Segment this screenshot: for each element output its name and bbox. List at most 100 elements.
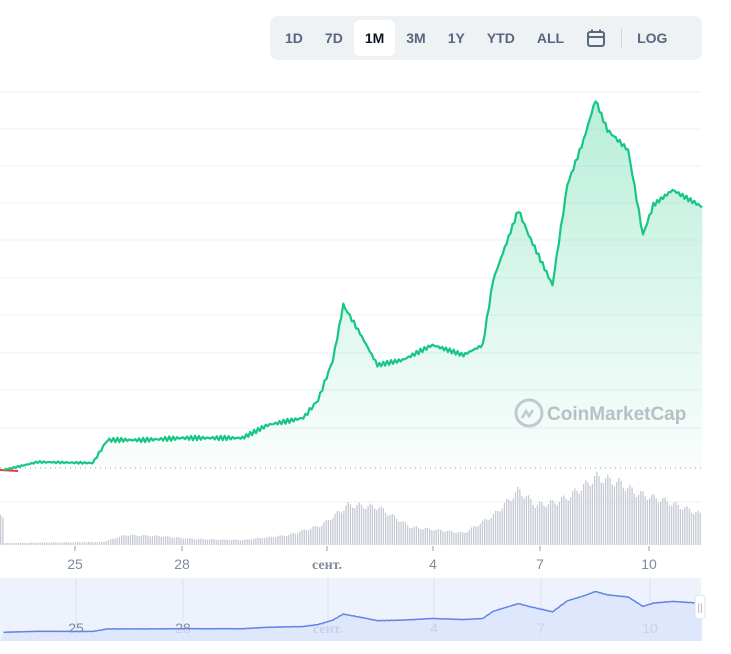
range-button-1d[interactable]: 1D [285, 30, 303, 46]
volume-bar [488, 519, 490, 545]
volume-bar [123, 535, 125, 545]
volume-bar [371, 504, 374, 545]
volume-bar [68, 542, 70, 545]
volume-bar [72, 542, 74, 545]
volume-bar [242, 540, 244, 545]
volume-bar [55, 542, 57, 545]
volume-bar [675, 501, 677, 545]
volume-bar [140, 535, 143, 545]
volume-bar [550, 500, 552, 545]
volume-bar [332, 518, 334, 545]
volume-bar [512, 498, 514, 545]
navigator-handle[interactable] [694, 594, 706, 620]
volume-bar [233, 539, 235, 545]
volume-bar [389, 514, 391, 545]
volume-bar [367, 506, 369, 545]
volume-bar [407, 525, 409, 545]
range-button-all[interactable]: ALL [536, 30, 565, 46]
volume-bar [475, 526, 477, 545]
volume-bar [325, 519, 327, 545]
volume-bar [28, 542, 30, 545]
volume-bar [37, 542, 39, 545]
range-button-ytd[interactable]: YTD [486, 30, 515, 46]
volume-bar [259, 538, 261, 545]
volume-bar [110, 539, 112, 545]
volume-bar [442, 531, 444, 545]
volume-bar [429, 528, 431, 545]
volume-bar [154, 535, 156, 545]
volume-bar [345, 505, 347, 545]
volume-bar [253, 539, 255, 545]
volume-bar [649, 498, 651, 545]
volume-bar [391, 513, 393, 545]
volume-bar [134, 534, 136, 545]
navigator-line [3, 590, 703, 633]
volume-bar [136, 535, 138, 545]
volume-bar [618, 477, 620, 545]
volume-bar [250, 539, 253, 545]
volume-bar [393, 515, 396, 545]
range-button-1m[interactable]: 1M [353, 20, 396, 56]
volume-bar [426, 527, 429, 545]
volume-bar [176, 537, 178, 545]
volume-bar [165, 536, 167, 545]
volume-bar [574, 488, 576, 545]
volume-bar [470, 527, 473, 545]
volume-bar [422, 529, 424, 545]
volume-bar [638, 494, 640, 545]
volume-bar [695, 512, 697, 545]
volume-bar [554, 503, 556, 545]
log-scale-button[interactable]: LOG [637, 30, 668, 46]
volume-bar [605, 478, 607, 545]
range-button-7d[interactable]: 7D [324, 30, 343, 46]
volume-bar [543, 505, 545, 545]
volume-bar [74, 542, 77, 545]
volume-bar [479, 523, 481, 545]
volume-bar [96, 541, 99, 545]
volume-bar [545, 507, 547, 545]
volume-bar [57, 542, 59, 545]
volume-bar [312, 526, 314, 545]
volume-bar [347, 501, 349, 545]
volume-bar [580, 490, 583, 545]
volume-bar [81, 542, 83, 545]
volume-bar [217, 539, 220, 545]
volume-bar [246, 539, 248, 545]
volume-bar [358, 502, 360, 545]
volume-bar [316, 526, 319, 545]
volume-bar [101, 541, 103, 545]
range-button-1y[interactable]: 1Y [447, 30, 465, 46]
volume-bar [679, 509, 682, 545]
volume-bar [411, 527, 413, 545]
volume-bar [640, 490, 642, 545]
volume-bar [125, 535, 127, 545]
volume-bar [107, 540, 110, 545]
volume-bar [519, 489, 521, 545]
x-tick-label: 25 [67, 556, 83, 572]
volume-bar [13, 543, 15, 545]
volume-bar [268, 536, 270, 545]
volume-bar [204, 539, 206, 545]
volume-bar [517, 487, 519, 545]
volume-bar [400, 521, 402, 545]
volume-bar [195, 539, 198, 545]
volume-bar [19, 542, 22, 545]
range-button-3m[interactable]: 3M [406, 30, 426, 46]
volume-bar [607, 474, 609, 545]
volume-bar [4, 543, 6, 545]
volume-bar [70, 542, 72, 545]
volume-bar [281, 535, 283, 545]
volume-bar [563, 495, 565, 545]
volume-bar [277, 536, 279, 545]
volume-bar [690, 512, 693, 545]
volume-bar [319, 527, 321, 545]
volume-bar [349, 504, 352, 545]
volume-bar [413, 526, 415, 545]
calendar-icon[interactable] [575, 20, 617, 56]
volume-bar [112, 538, 114, 545]
volume-bar [178, 537, 180, 545]
volume-bar [61, 542, 63, 545]
volume-bar [510, 501, 512, 545]
volume-bar [435, 529, 437, 545]
volume-bar [305, 530, 308, 545]
